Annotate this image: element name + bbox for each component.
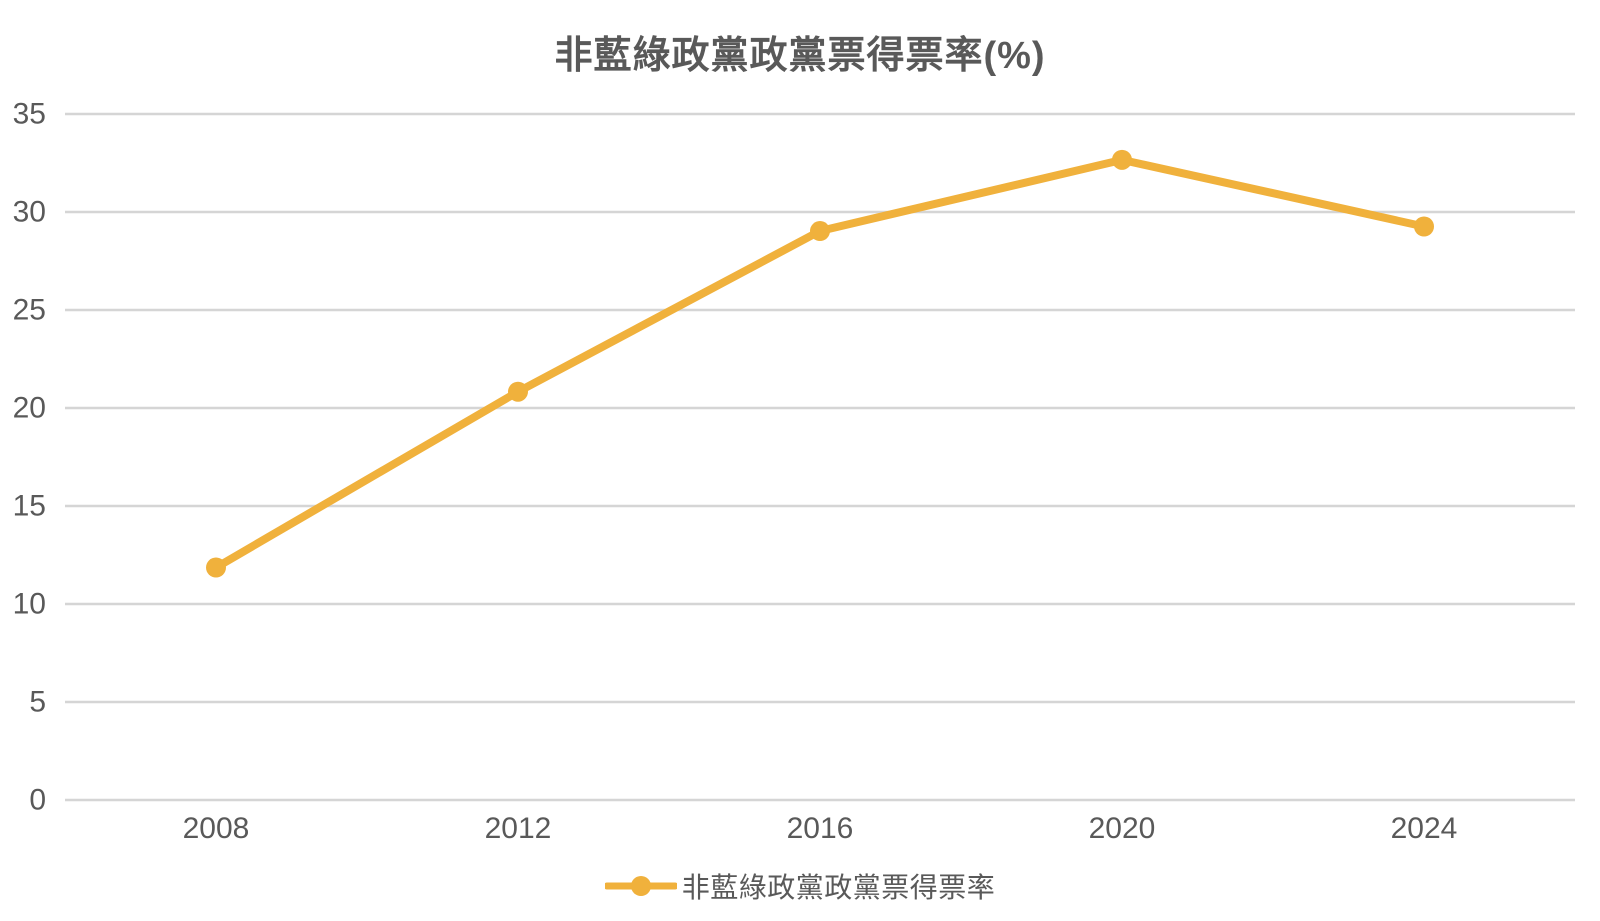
y-tick-label-30: 30 <box>13 196 46 229</box>
legend: 非藍綠政黨政黨票得票率 <box>0 866 1600 906</box>
y-tick-label-15: 15 <box>13 490 46 523</box>
y-tick-label-25: 25 <box>13 294 46 327</box>
x-tick-label-2012: 2012 <box>485 812 552 845</box>
x-tick-label-2020: 2020 <box>1089 812 1156 845</box>
y-tick-label-10: 10 <box>13 588 46 621</box>
legend-marker-icon <box>604 876 677 896</box>
x-tick-label-2024: 2024 <box>1391 812 1458 845</box>
data-point-2016 <box>810 221 830 242</box>
data-point-2012 <box>508 381 528 402</box>
y-tick-label-0: 0 <box>29 784 46 817</box>
legend-label: 非藍綠政黨政黨票得票率 <box>681 872 996 903</box>
data-point-2024 <box>1414 216 1434 237</box>
chart-title: 非藍綠政黨政黨票得票率(%) <box>554 35 1046 77</box>
data-point-2020 <box>1112 149 1132 170</box>
legend-marker-dot <box>630 876 651 896</box>
y-tick-label-20: 20 <box>13 392 46 425</box>
x-tick-label-2016: 2016 <box>787 812 854 845</box>
y-tick-label-5: 5 <box>29 686 46 719</box>
y-tick-label-35: 35 <box>13 98 46 131</box>
data-point-2008 <box>206 557 226 578</box>
x-tick-label-2008: 2008 <box>183 812 250 845</box>
